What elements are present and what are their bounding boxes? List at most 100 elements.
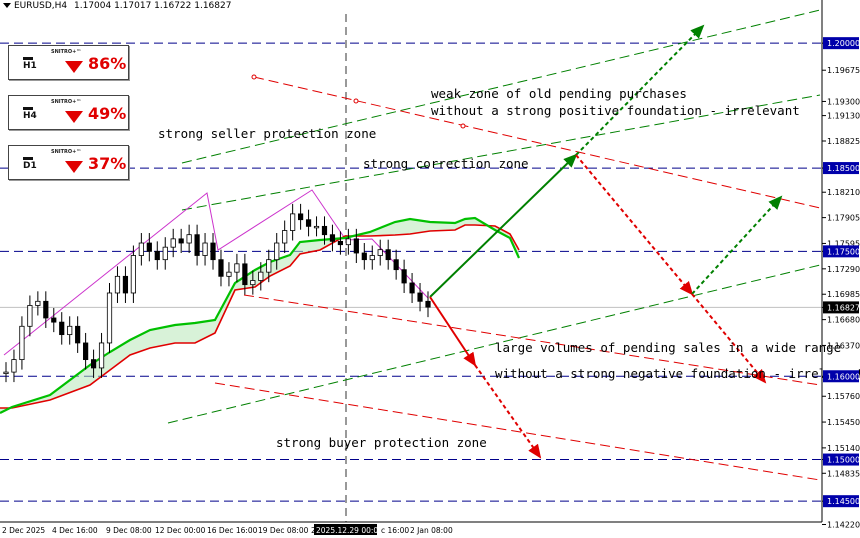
down-arrow-icon — [65, 161, 83, 173]
level-label-box — [823, 453, 859, 466]
price-tick-label: 1.15000 — [827, 456, 860, 465]
candle-body — [250, 280, 256, 286]
timeframe-label: D1 — [23, 161, 37, 171]
anchor-point — [460, 123, 466, 129]
candle-body — [282, 230, 288, 244]
price-tick-label: 1.20000 — [827, 39, 860, 48]
bullish-projection-arrow — [691, 195, 783, 295]
candle-body — [210, 242, 216, 261]
price-tick-label: 1.14220 — [827, 520, 860, 529]
candle-body — [130, 255, 136, 294]
candle-body — [162, 246, 168, 261]
price-tick-label: 1.15450 — [827, 418, 860, 427]
bearish-projection-arrow — [691, 293, 767, 384]
candle-body — [321, 225, 328, 236]
price-tick-label: 1.16000 — [827, 372, 860, 381]
candle-body — [186, 234, 192, 244]
candle-body — [90, 359, 97, 369]
timeframe-icon — [23, 157, 33, 160]
candle-body — [202, 242, 208, 256]
uptrend-channel-line — [181, 94, 821, 211]
downtrend-channel-line — [253, 76, 821, 209]
candle-body — [154, 250, 160, 261]
candle-body — [146, 242, 152, 252]
cursor-time-box — [314, 524, 377, 535]
signal-percent: 37% — [88, 154, 127, 173]
level-label-box — [823, 162, 859, 175]
downtrend-channel-line — [214, 382, 821, 481]
candles — [3, 203, 431, 383]
price-tick-label: 1.19130 — [827, 112, 860, 121]
signal-percent: 49% — [88, 104, 127, 123]
candle-body — [98, 342, 105, 369]
anchor-point — [251, 74, 257, 80]
candle-body — [226, 271, 232, 277]
candle-body — [178, 238, 184, 244]
level-label-box — [823, 37, 859, 50]
candle-body — [11, 359, 17, 373]
uptrend-channel-line — [181, 9, 821, 164]
zigzag-line — [3, 189, 429, 356]
bullish-projection-arrow — [575, 24, 705, 156]
price-tick-label: 1.14500 — [827, 497, 860, 506]
annotation-text: large volumes of pending sales in a wide… — [495, 340, 841, 355]
price-tick-label: 1.16985 — [827, 290, 860, 299]
timeframe-label: H4 — [23, 111, 37, 121]
bearish-projection-arrow — [575, 154, 694, 296]
down-arrow-icon — [65, 61, 83, 73]
time-tick-label: 2 Dec 2025 — [2, 526, 45, 535]
price-tick-label: 1.18500 — [827, 164, 860, 173]
candle-body — [138, 242, 144, 256]
candle-body — [298, 213, 304, 221]
candle-body — [3, 371, 9, 374]
bearish-projection-arrow — [474, 364, 542, 459]
price-tick-label: 1.17595 — [827, 239, 860, 248]
price-tick-label: 1.14835 — [827, 469, 860, 478]
signal-panel-h1[interactable]: H1 SNITRO+™ 86% — [8, 45, 129, 80]
candle-body — [345, 238, 351, 246]
brand-label: SNITRO+™ — [51, 49, 82, 55]
down-arrow-icon — [65, 111, 83, 123]
candle-body — [27, 305, 33, 327]
cloud-upper-span — [0, 216, 521, 414]
cloud-lower-span — [0, 224, 520, 409]
level-label-box — [823, 495, 859, 508]
bullish-projection-arrow — [429, 153, 578, 298]
signal-panel-h4[interactable]: H4 SNITRO+™ 49% — [8, 95, 129, 130]
annotation-text: strong buyer protection zone — [276, 435, 487, 450]
trend-lines — [3, 9, 821, 481]
price-tick-label: 1.17290 — [827, 265, 860, 274]
candle-body — [75, 325, 81, 344]
current-price-box — [823, 301, 859, 314]
candle-body — [266, 259, 272, 273]
timeframe-label: H1 — [23, 61, 37, 71]
candle-body — [43, 300, 49, 319]
candle-body — [417, 292, 423, 302]
ichimoku-cloud — [0, 216, 521, 414]
time-tick-label: 16 Dec 16:00 — [207, 526, 258, 535]
symbol-label: EURUSD,H4 — [14, 1, 68, 11]
time-axis: 2 Dec 2025 4 Dec 16:00 9 Dec 08:00 12 Dec 0… — [0, 521, 822, 535]
price-tick-label: 1.16680 — [827, 316, 860, 325]
annotation-text: weak zone of old pending purchases — [431, 86, 687, 101]
candle-body — [313, 225, 320, 229]
price-tick-label: 1.15140 — [827, 444, 860, 453]
signal-panel-d1[interactable]: D1 SNITRO+™ 37% — [8, 145, 129, 180]
chart-header: EURUSD,H4 1.17004 1.17017 1.16722 1.1682… — [3, 1, 231, 11]
level-label-box — [823, 245, 859, 258]
candle-body — [409, 282, 415, 294]
candle-body — [401, 269, 407, 284]
time-tick-label: c 16:00 — [381, 526, 409, 535]
candle-body — [19, 325, 25, 361]
candle-body — [274, 242, 280, 261]
chart-menu-icon[interactable] — [3, 3, 11, 8]
price-tick-label: 1.17500 — [827, 247, 860, 256]
candle-body — [242, 263, 248, 286]
price-axis: 1.20000 1.19675 1.19300 1.19130 1.18825 1.185… — [821, 0, 860, 529]
time-tick-label: 9 Dec 08:00 — [106, 526, 152, 535]
time-tick-label: 2025.12.29 00:00 — [316, 526, 383, 535]
uptrend-channel-line — [167, 264, 821, 424]
candle-body — [385, 249, 391, 261]
bearish-projection-arrow — [429, 296, 477, 367]
